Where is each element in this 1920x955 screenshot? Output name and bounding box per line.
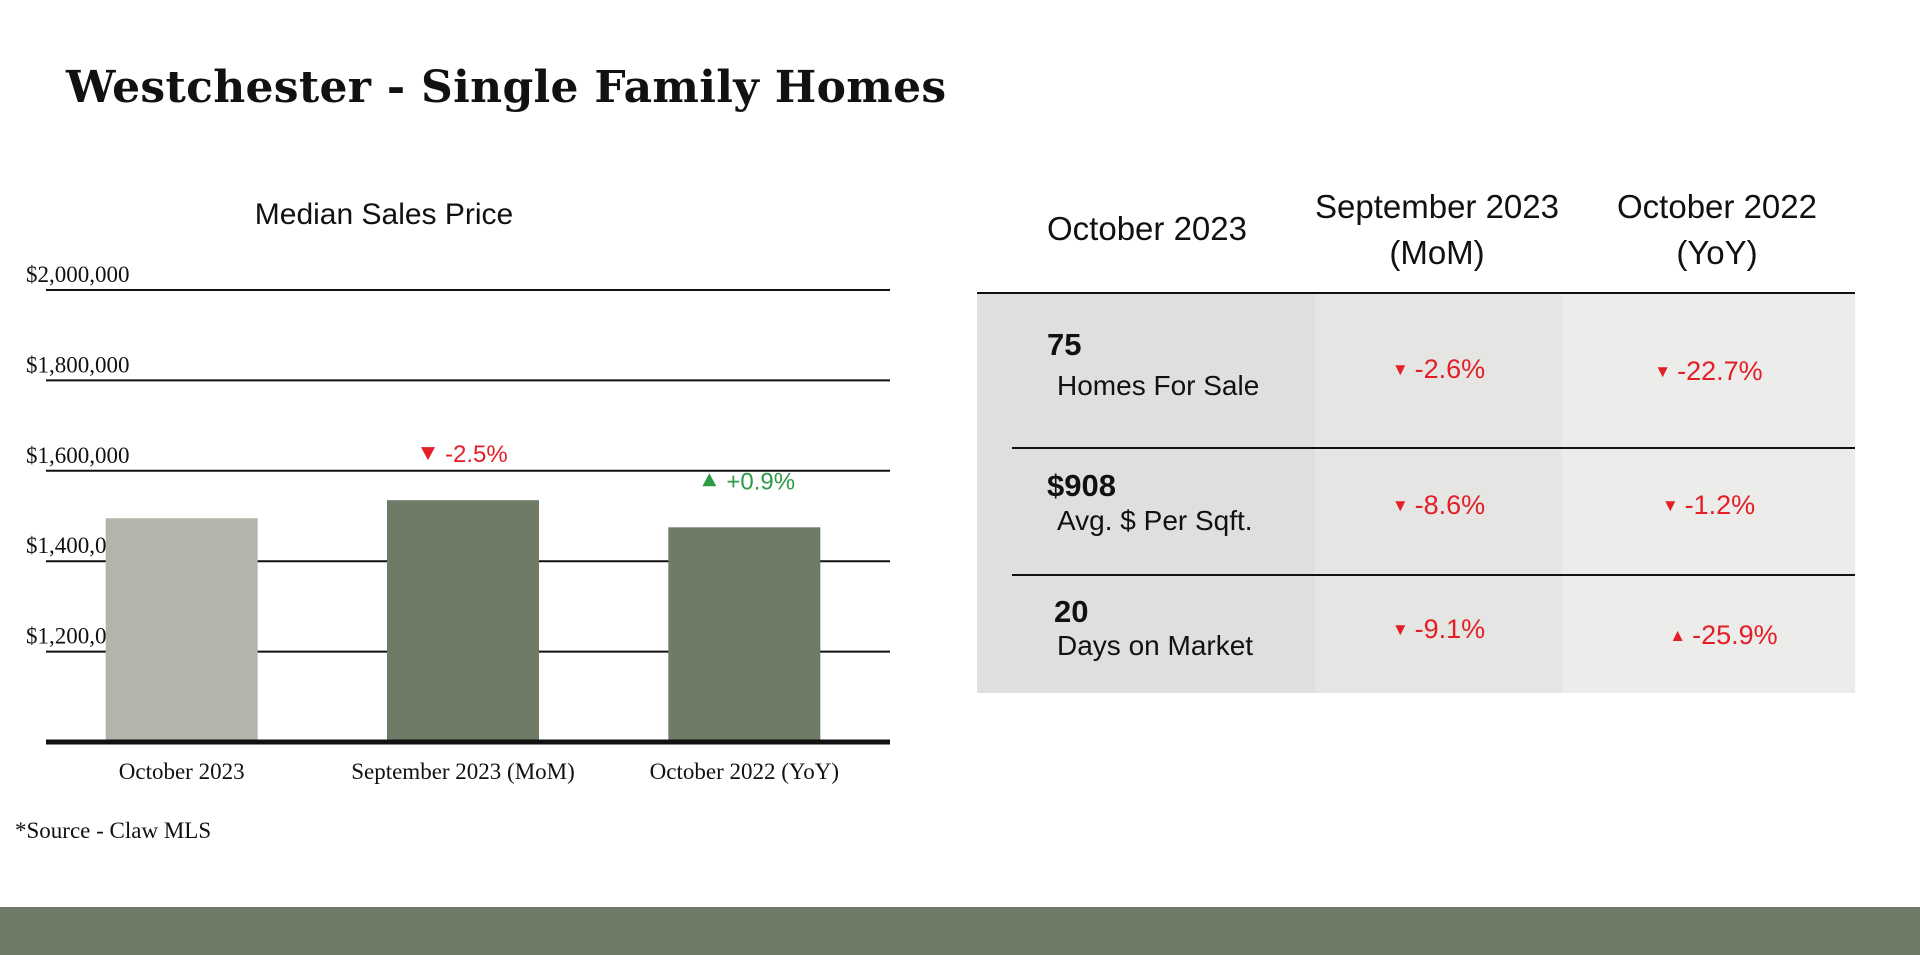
column-background-mom bbox=[1315, 294, 1562, 693]
x-tick-label: September 2023 (MoM) bbox=[351, 759, 575, 784]
bar bbox=[668, 527, 821, 742]
header-current-month: October 2023 bbox=[977, 206, 1317, 252]
arrow-down-icon: ▼ bbox=[1654, 362, 1672, 381]
days-on-market-label: Days on Market bbox=[1057, 630, 1254, 661]
x-tick-label: October 2022 (YoY) bbox=[650, 759, 839, 784]
header-yoy: October 2022 (YoY) bbox=[1562, 184, 1872, 276]
price-per-sqft-yoy-change: ▼ -1.2% bbox=[1562, 490, 1855, 521]
price-per-sqft-yoy-text: -1.2% bbox=[1684, 490, 1756, 520]
days-on-market-value: 20 bbox=[1054, 594, 1089, 629]
price-per-sqft-mom-change: ▼ -8.6% bbox=[1315, 490, 1562, 521]
row-divider bbox=[1012, 447, 1855, 449]
header-mom: September 2023 (MoM) bbox=[1282, 184, 1592, 276]
homes-for-sale-mom-change: ▼ -2.6% bbox=[1315, 354, 1562, 385]
arrow-down-icon: ▼ bbox=[1391, 360, 1409, 379]
homes-for-sale-mom-text: -2.6% bbox=[1414, 354, 1486, 384]
arrow-up-icon bbox=[702, 473, 717, 487]
days-on-market-yoy-text: -25.9% bbox=[1692, 620, 1778, 650]
header-yoy-line-2: (YoY) bbox=[1676, 234, 1758, 271]
bar bbox=[387, 500, 539, 742]
footer-band bbox=[0, 907, 1920, 955]
days-on-market-mom-text: -9.1% bbox=[1414, 614, 1486, 644]
x-tick-label: October 2023 bbox=[119, 759, 245, 784]
arrow-up-icon: ▲ bbox=[1669, 626, 1687, 645]
header-current-month-line: October 2023 bbox=[1047, 210, 1247, 247]
arrow-down-icon: ▼ bbox=[1661, 496, 1679, 515]
stats-table-body: 75 Homes For Sale ▼ -2.6% ▼ -22.7% $908 Av… bbox=[977, 294, 1855, 693]
price-per-sqft-value: $908 bbox=[1047, 468, 1116, 503]
column-background-yoy bbox=[1562, 294, 1855, 693]
header-yoy-line-1: October 2022 bbox=[1617, 188, 1817, 225]
header-mom-line-1: September 2023 bbox=[1314, 188, 1559, 225]
homes-for-sale-yoy-text: -22.7% bbox=[1677, 356, 1763, 386]
arrow-down-icon: ▼ bbox=[1391, 496, 1409, 515]
homes-for-sale-yoy-change: ▼ -22.7% bbox=[1562, 356, 1855, 387]
price-per-sqft-mom-text: -8.6% bbox=[1414, 490, 1486, 520]
homes-for-sale-value: 75 bbox=[1047, 327, 1082, 362]
y-tick-label: $1,800,000 bbox=[26, 352, 130, 377]
row-divider bbox=[1012, 574, 1855, 576]
bar bbox=[105, 518, 258, 742]
price-per-sqft-label: Avg. $ Per Sqft. bbox=[1057, 505, 1253, 536]
data-label: +0.9% bbox=[726, 468, 795, 495]
stats-table: October 2023 September 2023 (MoM) Octobe… bbox=[977, 180, 1855, 693]
arrow-down-icon: ▼ bbox=[1391, 620, 1409, 639]
source-note: *Source - Claw MLS bbox=[15, 818, 212, 843]
page-title: Westchester - Single Family Homes bbox=[66, 62, 947, 113]
median-sales-price-chart: Median Sales Price$1,200,000$1,400,000$1… bbox=[26, 198, 890, 784]
chart-title: Median Sales Price bbox=[255, 198, 513, 231]
days-on-market-mom-change: ▼ -9.1% bbox=[1315, 614, 1562, 645]
arrow-down-icon bbox=[421, 447, 435, 461]
column-background-current bbox=[977, 294, 1315, 693]
data-label: -2.5% bbox=[445, 441, 508, 468]
y-tick-label: $2,000,000 bbox=[26, 262, 130, 287]
y-tick-label: $1,600,000 bbox=[26, 443, 130, 468]
stats-table-header: October 2023 September 2023 (MoM) Octobe… bbox=[977, 180, 1855, 294]
homes-for-sale-label: Homes For Sale bbox=[1057, 370, 1260, 401]
days-on-market-yoy-change: ▲ -25.9% bbox=[1577, 620, 1870, 651]
header-mom-line-2: (MoM) bbox=[1389, 234, 1485, 271]
